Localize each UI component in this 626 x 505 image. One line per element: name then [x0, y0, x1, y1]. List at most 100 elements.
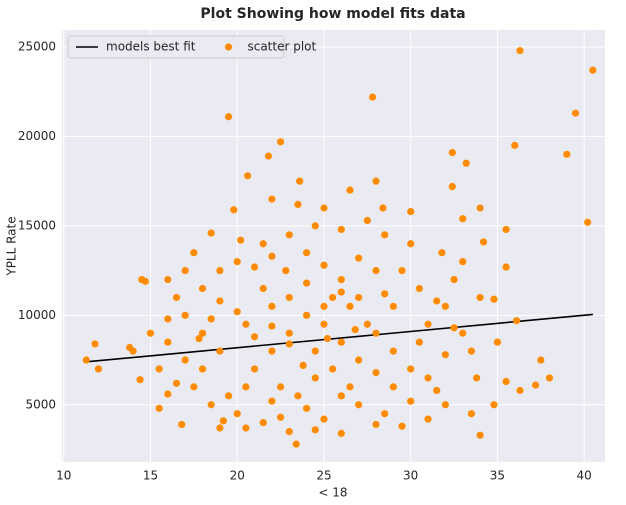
scatter-point	[502, 377, 510, 386]
scatter-point	[190, 383, 198, 391]
scatter-point	[264, 152, 273, 160]
scatter-point	[242, 320, 250, 328]
x-tick-label: 25	[316, 469, 331, 483]
scatter-point	[268, 322, 276, 330]
scatter-point	[398, 266, 406, 275]
scatter-point	[207, 229, 215, 237]
scatter-point	[216, 424, 224, 432]
scatter-point	[285, 427, 293, 436]
scatter-point	[372, 266, 380, 275]
legend: models best fit scatter plot	[67, 35, 317, 59]
scatter-point	[292, 440, 300, 448]
scatter-point	[441, 302, 449, 310]
scatter-point	[285, 329, 293, 337]
scatter-point	[276, 138, 285, 146]
scatter-point	[355, 293, 363, 302]
scatter-point	[337, 392, 345, 400]
scatter-point	[311, 347, 319, 355]
y-tick-label: 15000	[18, 218, 56, 232]
scatter-point	[91, 340, 99, 348]
scatter-point	[516, 386, 524, 395]
scatter-point	[502, 263, 510, 271]
scatter-point	[207, 401, 215, 409]
scatter-point	[250, 365, 259, 373]
scatter-point	[181, 266, 189, 275]
scatter-point	[164, 390, 172, 398]
x-tick-label: 30	[403, 469, 418, 483]
scatter-point	[355, 254, 363, 262]
scatter-point	[448, 182, 456, 191]
x-tick-label: 40	[577, 469, 592, 483]
scatter-point	[268, 397, 276, 405]
scatter-point	[563, 150, 571, 158]
scatter-point	[424, 374, 432, 382]
scatter-point	[381, 290, 389, 298]
scatter-point	[216, 297, 224, 305]
scatter-point	[438, 249, 446, 257]
scatter-point	[476, 293, 484, 302]
scatter-point	[224, 392, 233, 400]
scatter-point	[303, 279, 311, 287]
scatter-point	[250, 263, 259, 271]
scatter-point	[424, 320, 432, 328]
scatter-point	[294, 200, 302, 209]
scatter-point	[276, 413, 285, 421]
scatter-point	[311, 222, 319, 230]
x-tick-label: 15	[143, 469, 158, 483]
scatter-point	[146, 329, 155, 337]
scatter-point	[545, 374, 554, 382]
scatter-point	[129, 347, 137, 355]
scatter-point	[389, 383, 397, 391]
scatter-point	[198, 284, 207, 293]
scatter-point	[476, 204, 484, 212]
scatter-point	[303, 404, 311, 412]
scatter-point	[219, 417, 227, 425]
scatter-point	[233, 410, 241, 418]
scatter-point	[337, 338, 345, 346]
marks	[82, 46, 597, 448]
chart-title: Plot Showing how model fits data	[200, 6, 465, 22]
scatter-point	[467, 410, 476, 418]
scatter-point	[407, 365, 415, 373]
scatter-point	[268, 347, 276, 355]
legend-box	[67, 35, 285, 59]
grid	[62, 30, 605, 462]
scatter-point	[337, 275, 345, 284]
scatter-point	[389, 302, 397, 310]
scatter-point	[441, 351, 449, 359]
scatter-point	[320, 302, 328, 310]
scatter-point	[537, 356, 545, 364]
scatter-point	[337, 429, 345, 437]
scatter-point	[379, 204, 387, 212]
scatter-point	[407, 207, 415, 216]
scatter-point	[473, 374, 481, 382]
scatter-point	[155, 365, 163, 373]
scatter-point	[136, 376, 144, 384]
y-tick-label: 10000	[18, 308, 56, 322]
scatter-point	[296, 177, 304, 185]
x-tick-label: 10	[56, 469, 71, 483]
scatter-point	[294, 392, 302, 400]
scatter-point	[172, 293, 181, 302]
scatter-point	[320, 261, 328, 269]
scatter-point	[299, 361, 307, 370]
scatter-point	[224, 113, 233, 121]
scatter-point	[242, 424, 250, 432]
scatter-point	[311, 426, 319, 434]
scatter-point	[584, 218, 592, 226]
x-axis-label: < 18	[318, 486, 347, 500]
scatter-point	[389, 347, 397, 355]
scatter-point	[285, 340, 293, 348]
scatter-point	[490, 295, 498, 303]
scatter-point	[502, 225, 510, 234]
scatter-point	[285, 293, 293, 302]
scatter-point	[368, 93, 377, 101]
scatter-point	[381, 231, 389, 239]
scatter-point	[250, 333, 259, 341]
scatter-point	[512, 317, 521, 325]
fit-line	[86, 313, 593, 363]
y-tick-label: 20000	[18, 129, 56, 143]
scatter-point	[407, 397, 415, 405]
scatter-point	[164, 275, 172, 284]
